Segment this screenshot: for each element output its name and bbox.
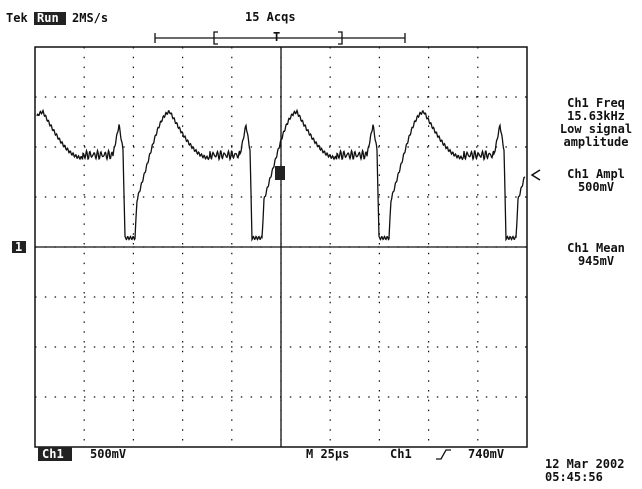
measurement-label: Ch1 Freq [567, 96, 625, 110]
trigger-position-marker: T [273, 30, 280, 44]
brand: Tek [6, 11, 28, 25]
timebase: M 25µs [306, 447, 349, 461]
channel: Ch1 [42, 447, 64, 461]
time: 05:45:56 [545, 470, 603, 484]
measurement-value: 500mV [578, 180, 614, 194]
trigger-level-marker [275, 166, 285, 180]
status: Run [37, 11, 59, 25]
trigger-source: Ch1 [390, 447, 412, 461]
measurement-value: 15.63kHz [567, 109, 625, 123]
measurement-label: Ch1 Mean [567, 241, 625, 255]
channel-marker: 1 [15, 240, 22, 254]
trigger-level: 740mV [468, 447, 504, 461]
vertical-scale: 500mV [90, 447, 126, 461]
measurement-note: amplitude [563, 135, 628, 149]
measurement-label: Ch1 Ampl [567, 167, 625, 181]
acquisitions: 15 Acqs [245, 10, 296, 24]
background [0, 0, 642, 489]
oscilloscope-screen: Tek Run 2MS/s 15 Acqs T 1 Ch1 Freq 15.63… [0, 0, 642, 489]
date: 12 Mar 2002 [545, 457, 624, 471]
measurement-value: 945mV [578, 254, 614, 268]
sample-rate: 2MS/s [72, 11, 108, 25]
measurement-note: Low signal [560, 122, 632, 136]
